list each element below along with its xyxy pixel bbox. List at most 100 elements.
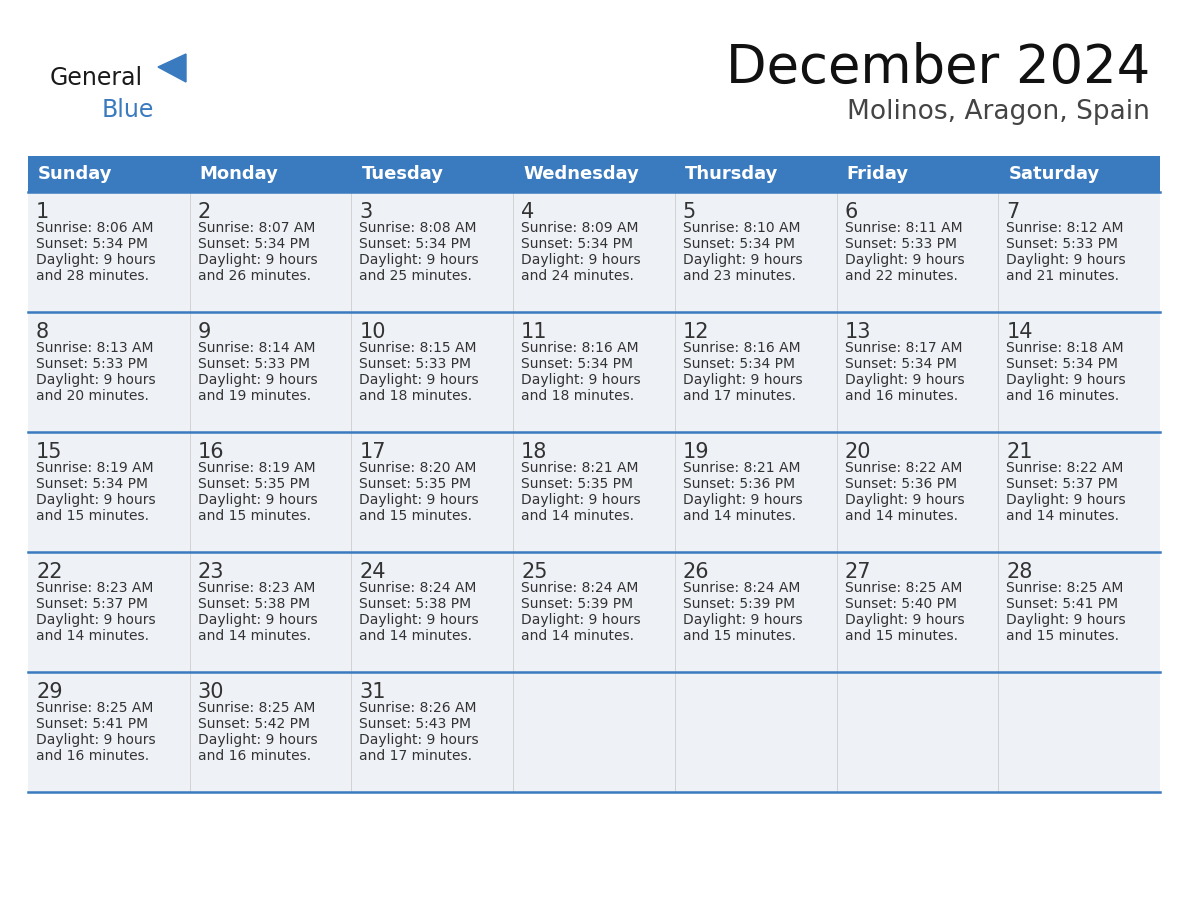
Text: Sunrise: 8:23 AM: Sunrise: 8:23 AM [36,581,153,595]
Text: Sunrise: 8:25 AM: Sunrise: 8:25 AM [197,701,315,715]
Text: and 16 minutes.: and 16 minutes. [197,749,311,763]
Text: 13: 13 [845,322,871,342]
Text: Sunset: 5:36 PM: Sunset: 5:36 PM [845,477,956,491]
Text: Sunrise: 8:08 AM: Sunrise: 8:08 AM [360,221,476,235]
Text: Sunset: 5:41 PM: Sunset: 5:41 PM [36,717,148,731]
Text: and 14 minutes.: and 14 minutes. [197,629,311,643]
Text: 16: 16 [197,442,225,462]
Text: and 20 minutes.: and 20 minutes. [36,389,148,403]
Text: and 18 minutes.: and 18 minutes. [360,389,473,403]
Text: Sunset: 5:35 PM: Sunset: 5:35 PM [360,477,472,491]
Text: and 14 minutes.: and 14 minutes. [522,509,634,523]
Text: Monday: Monday [200,165,279,183]
Text: Sunrise: 8:17 AM: Sunrise: 8:17 AM [845,341,962,355]
Text: Sunrise: 8:10 AM: Sunrise: 8:10 AM [683,221,801,235]
Text: Sunset: 5:38 PM: Sunset: 5:38 PM [360,597,472,611]
Text: Sunset: 5:40 PM: Sunset: 5:40 PM [845,597,956,611]
Text: Sunrise: 8:22 AM: Sunrise: 8:22 AM [845,461,962,475]
Text: Sunset: 5:34 PM: Sunset: 5:34 PM [360,237,472,251]
Text: Tuesday: Tuesday [361,165,443,183]
Text: 11: 11 [522,322,548,342]
Text: 22: 22 [36,562,63,582]
Text: December 2024: December 2024 [726,42,1150,94]
Text: and 15 minutes.: and 15 minutes. [360,509,473,523]
Text: and 17 minutes.: and 17 minutes. [360,749,473,763]
Text: 27: 27 [845,562,871,582]
Text: Sunrise: 8:26 AM: Sunrise: 8:26 AM [360,701,476,715]
Text: and 28 minutes.: and 28 minutes. [36,269,148,283]
Text: Sunrise: 8:12 AM: Sunrise: 8:12 AM [1006,221,1124,235]
Text: Daylight: 9 hours: Daylight: 9 hours [683,493,802,507]
Text: 15: 15 [36,442,63,462]
Text: Daylight: 9 hours: Daylight: 9 hours [845,253,965,267]
Text: and 26 minutes.: and 26 minutes. [197,269,311,283]
Bar [352,156,513,192]
Text: Sunrise: 8:25 AM: Sunrise: 8:25 AM [36,701,153,715]
Text: Sunset: 5:35 PM: Sunset: 5:35 PM [197,477,310,491]
Text: Thursday: Thursday [684,165,778,183]
Text: Daylight: 9 hours: Daylight: 9 hours [845,373,965,387]
Text: and 23 minutes.: and 23 minutes. [683,269,796,283]
Text: and 14 minutes.: and 14 minutes. [360,629,473,643]
Text: Daylight: 9 hours: Daylight: 9 hours [522,613,640,627]
Text: Sunrise: 8:22 AM: Sunrise: 8:22 AM [1006,461,1124,475]
Text: Sunrise: 8:16 AM: Sunrise: 8:16 AM [683,341,801,355]
Text: Daylight: 9 hours: Daylight: 9 hours [522,253,640,267]
Text: Sunset: 5:37 PM: Sunset: 5:37 PM [1006,477,1118,491]
Text: Daylight: 9 hours: Daylight: 9 hours [360,373,479,387]
Text: and 17 minutes.: and 17 minutes. [683,389,796,403]
Text: Sunrise: 8:19 AM: Sunrise: 8:19 AM [197,461,315,475]
Text: and 16 minutes.: and 16 minutes. [36,749,150,763]
Text: Daylight: 9 hours: Daylight: 9 hours [683,373,802,387]
Text: 23: 23 [197,562,225,582]
Polygon shape [158,54,187,82]
Text: and 22 minutes.: and 22 minutes. [845,269,958,283]
Text: Sunrise: 8:09 AM: Sunrise: 8:09 AM [522,221,639,235]
Text: Sunday: Sunday [38,165,113,183]
Text: Sunset: 5:39 PM: Sunset: 5:39 PM [683,597,795,611]
Text: Sunrise: 8:23 AM: Sunrise: 8:23 AM [197,581,315,595]
Text: Sunset: 5:38 PM: Sunset: 5:38 PM [197,597,310,611]
Text: 3: 3 [360,202,373,222]
Text: Sunrise: 8:24 AM: Sunrise: 8:24 AM [522,581,638,595]
Text: Sunset: 5:39 PM: Sunset: 5:39 PM [522,597,633,611]
Text: Sunrise: 8:14 AM: Sunrise: 8:14 AM [197,341,315,355]
Bar [29,312,1159,432]
Text: 6: 6 [845,202,858,222]
Text: Sunrise: 8:16 AM: Sunrise: 8:16 AM [522,341,639,355]
Text: Sunset: 5:33 PM: Sunset: 5:33 PM [360,357,472,371]
Text: Sunrise: 8:07 AM: Sunrise: 8:07 AM [197,221,315,235]
Text: Sunset: 5:33 PM: Sunset: 5:33 PM [1006,237,1118,251]
Text: Daylight: 9 hours: Daylight: 9 hours [360,493,479,507]
Text: Daylight: 9 hours: Daylight: 9 hours [36,373,156,387]
Text: Wednesday: Wednesday [523,165,639,183]
Bar [29,432,1159,552]
Text: General: General [50,66,143,90]
Text: Sunset: 5:33 PM: Sunset: 5:33 PM [36,357,148,371]
Text: and 16 minutes.: and 16 minutes. [1006,389,1119,403]
Text: 14: 14 [1006,322,1032,342]
Text: Daylight: 9 hours: Daylight: 9 hours [1006,253,1126,267]
Text: and 15 minutes.: and 15 minutes. [1006,629,1119,643]
Text: Sunrise: 8:24 AM: Sunrise: 8:24 AM [360,581,476,595]
Bar [513,156,675,192]
Text: 17: 17 [360,442,386,462]
Bar [29,672,1159,792]
Text: Sunrise: 8:15 AM: Sunrise: 8:15 AM [360,341,476,355]
Text: Sunset: 5:34 PM: Sunset: 5:34 PM [683,237,795,251]
Text: 24: 24 [360,562,386,582]
Text: and 15 minutes.: and 15 minutes. [197,509,311,523]
Text: Daylight: 9 hours: Daylight: 9 hours [683,253,802,267]
Text: 21: 21 [1006,442,1032,462]
Text: and 18 minutes.: and 18 minutes. [522,389,634,403]
Text: Sunrise: 8:18 AM: Sunrise: 8:18 AM [1006,341,1124,355]
Text: Sunset: 5:34 PM: Sunset: 5:34 PM [36,477,148,491]
Text: Sunset: 5:43 PM: Sunset: 5:43 PM [360,717,472,731]
Text: 25: 25 [522,562,548,582]
Text: 5: 5 [683,202,696,222]
Text: Daylight: 9 hours: Daylight: 9 hours [845,493,965,507]
Text: and 14 minutes.: and 14 minutes. [683,509,796,523]
Bar [675,156,836,192]
Text: Daylight: 9 hours: Daylight: 9 hours [197,733,317,747]
Text: Blue: Blue [102,98,154,122]
